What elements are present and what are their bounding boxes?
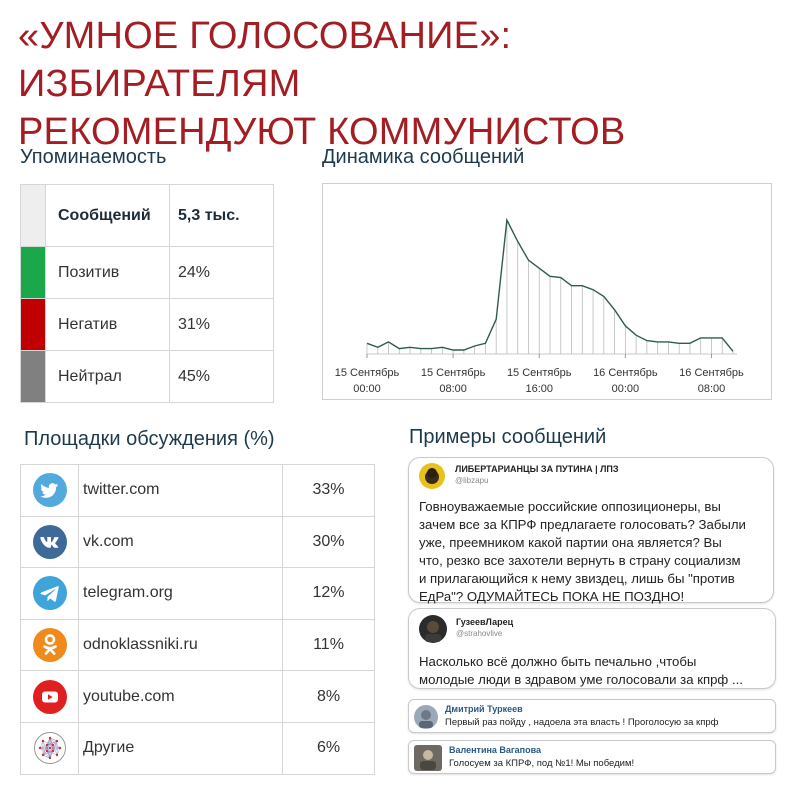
message-text: Насколько всё должно быть печально ,чтоб…: [419, 653, 743, 689]
mention-row-positive: Позитив 24%: [20, 246, 274, 299]
message-card: ГузеевЛарец @strahovlive Насколько всё д…: [408, 608, 776, 689]
network-icon: [32, 731, 67, 766]
message-text: Голосуем за КПРФ, под №1! Мы победим!: [449, 758, 635, 769]
platform-name: vk.com: [78, 515, 283, 569]
platform-percent: 8%: [282, 670, 375, 723]
dynamics-chart-svg: 15 Сентябрь 00:00 15 Сентябрь 08:00 15 Сентя…: [335, 217, 744, 395]
platform-name: twitter.com: [78, 464, 283, 517]
platform-name: Другие: [78, 721, 283, 775]
x-tick-label-date: 16 Сентябрь: [593, 367, 658, 379]
page-title: «УМНОЕ ГОЛОСОВАНИЕ»: ИЗБИРАТЕЛЯМ РЕКОМЕН…: [18, 12, 788, 156]
platform-name: youtube.com: [78, 670, 283, 723]
mention-row-total: Сообщений 5,3 тыс.: [20, 184, 274, 247]
message-line: Насколько всё должно быть печально ,чтоб…: [419, 654, 697, 669]
platform-icon-cell: [20, 567, 79, 620]
x-tick-label-time: 00:00: [612, 383, 640, 395]
x-tick-label-time: 16:00: [525, 383, 553, 395]
mention-heading: Упоминаемость: [20, 146, 167, 168]
avatar: [419, 463, 445, 489]
avatar: [414, 745, 442, 771]
x-tick-label-date: 15 Сентябрь: [335, 367, 400, 379]
platform-percent: 12%: [282, 567, 375, 620]
mention-row-negative: Негатив 31%: [20, 298, 274, 351]
platform-percent: 11%: [282, 618, 375, 672]
platform-name: odnoklassniki.ru: [78, 618, 283, 672]
message-text: Говноуважаемые российские оппозиционеры,…: [419, 498, 746, 606]
x-tick-label-date: 15 Сентябрь: [507, 367, 572, 379]
message-author: Дмитрий Туркеев: [445, 704, 523, 714]
mention-value: 45%: [169, 350, 274, 403]
message-author: Валентина Вагапова: [449, 745, 542, 755]
mention-value: 24%: [169, 246, 274, 299]
platforms-heading: Площадки обсуждения (%): [24, 428, 275, 450]
message-card: Валентина Вагапова Голосуем за КПРФ, под…: [408, 740, 776, 774]
mention-row-neutral: Нейтрал 45%: [20, 350, 274, 403]
message-line: Говноуважаемые российские оппозиционеры,…: [419, 499, 721, 514]
platform-row: twitter.com 33%: [20, 464, 375, 517]
mention-swatch: [20, 246, 46, 299]
dynamics-chart: 15 Сентябрь 00:00 15 Сентябрь 08:00 15 Сентя…: [322, 183, 772, 400]
youtube-icon: [32, 679, 67, 714]
avatar-photo-icon: [419, 710, 433, 728]
x-tick-label-date: 16 Сентябрь: [679, 367, 744, 379]
platform-percent: 6%: [282, 721, 375, 775]
twitter-icon: [32, 473, 67, 508]
platform-row: vk.com 30%: [20, 515, 375, 569]
platform-percent: 33%: [282, 464, 375, 517]
mention-swatch: [20, 184, 46, 247]
platform-percent: 30%: [282, 515, 375, 569]
message-card: Дмитрий Туркеев Первый раз пойду , надое…: [408, 699, 776, 733]
platform-icon-cell: [20, 670, 79, 723]
examples-heading: Примеры сообщений: [409, 426, 607, 448]
platform-icon-cell: [20, 515, 79, 569]
dynamics-heading: Динамика сообщений: [322, 146, 525, 168]
avatar: [414, 705, 438, 729]
mention-swatch: [20, 350, 46, 403]
platform-row: youtube.com 8%: [20, 670, 375, 723]
message-handle: @libzapu: [455, 476, 489, 485]
message-text: Первый раз пойду , надоела эта власть ! …: [445, 717, 719, 728]
platform-row: odnoklassniki.ru 11%: [20, 618, 375, 672]
telegram-icon: [32, 576, 67, 611]
platform-row: telegram.org 12%: [20, 567, 375, 620]
platform-icon-cell: [20, 721, 79, 775]
message-author: ГузеевЛарец: [456, 617, 514, 627]
message-line: и прилагающийся к нему звиздец, лишь бы …: [419, 571, 735, 586]
x-tick-label-time: 08:00: [439, 383, 467, 395]
message-line: что, резко все захотели вернуть в страну…: [419, 553, 741, 568]
avatar: [419, 615, 447, 643]
platforms-table: twitter.com 33% vk.com 30% telegram.org 12% od…: [20, 464, 375, 775]
mention-label: Нейтрал: [45, 350, 170, 403]
platform-name: telegram.org: [78, 567, 283, 620]
mention-label: Сообщений: [45, 184, 170, 247]
mention-swatch: [20, 298, 46, 351]
message-line: зачем все за КПРФ предлагаете голосовать…: [419, 517, 746, 532]
series-line: [366, 217, 734, 352]
x-tick-label-time: 00:00: [353, 383, 381, 395]
title-line-2: РЕКОМЕНДУЮТ КОММУНИСТОВ: [18, 111, 626, 153]
vk-icon: [32, 524, 67, 559]
mention-table: Сообщений 5,3 тыс. Позитив 24% Негатив 3…: [20, 184, 274, 403]
message-author: ЛИБЕРТАРИАНЦЫ ЗА ПУТИНА | ЛПЗ: [455, 464, 619, 474]
mention-value: 5,3 тыс.: [169, 184, 274, 247]
platform-icon-cell: [20, 464, 79, 517]
odnoklassniki-icon: [32, 628, 67, 663]
mention-label: Негатив: [45, 298, 170, 351]
message-card: ЛИБЕРТАРИАНЦЫ ЗА ПУТИНА | ЛПЗ @libzapu Г…: [408, 457, 774, 606]
title-line-1: «УМНОЕ ГОЛОСОВАНИЕ»: ИЗБИРАТЕЛЯМ: [18, 15, 512, 105]
mention-value: 31%: [169, 298, 274, 351]
platform-icon-cell: [20, 618, 79, 672]
message-line: молодые люди в здравом уме голосовали за…: [419, 672, 743, 687]
mention-label: Позитив: [45, 246, 170, 299]
avatar-photo-icon: [420, 750, 436, 770]
platform-row: Другие 6%: [20, 721, 375, 775]
x-tick-label-date: 15 Сентябрь: [421, 367, 486, 379]
x-tick-label-time: 08:00: [698, 383, 726, 395]
message-line: ЕдРа"? ОДУМАЙТЕСЬ ПОКА НЕ ПОЗДНО!: [419, 589, 685, 604]
avatar-photo-icon: [425, 621, 441, 642]
avatar-face-icon: [425, 468, 439, 484]
message-line: уже, преемником какой партии она являетс…: [419, 535, 722, 550]
message-handle: @strahovlive: [456, 629, 503, 638]
